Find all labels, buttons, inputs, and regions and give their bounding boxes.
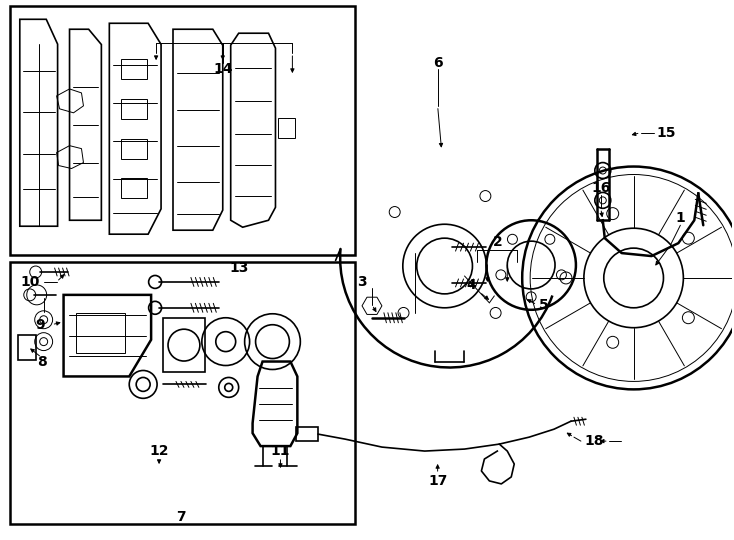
Text: 6: 6 — [433, 56, 443, 70]
Text: 13: 13 — [229, 261, 248, 275]
Text: 5: 5 — [539, 298, 549, 312]
Text: 1: 1 — [675, 211, 686, 225]
Text: 2: 2 — [493, 235, 502, 249]
Text: 14: 14 — [213, 62, 233, 76]
Text: 10: 10 — [20, 275, 40, 289]
Text: 18: 18 — [584, 434, 603, 448]
Text: 17: 17 — [428, 474, 447, 488]
Text: 7: 7 — [176, 510, 186, 524]
Text: 15: 15 — [657, 126, 676, 140]
Text: 8: 8 — [37, 355, 46, 368]
Text: 9: 9 — [35, 318, 45, 332]
Text: 16: 16 — [591, 181, 611, 195]
Text: 12: 12 — [149, 444, 169, 458]
Text: 4: 4 — [467, 278, 476, 292]
Text: 3: 3 — [357, 275, 367, 289]
Text: 11: 11 — [271, 444, 290, 458]
